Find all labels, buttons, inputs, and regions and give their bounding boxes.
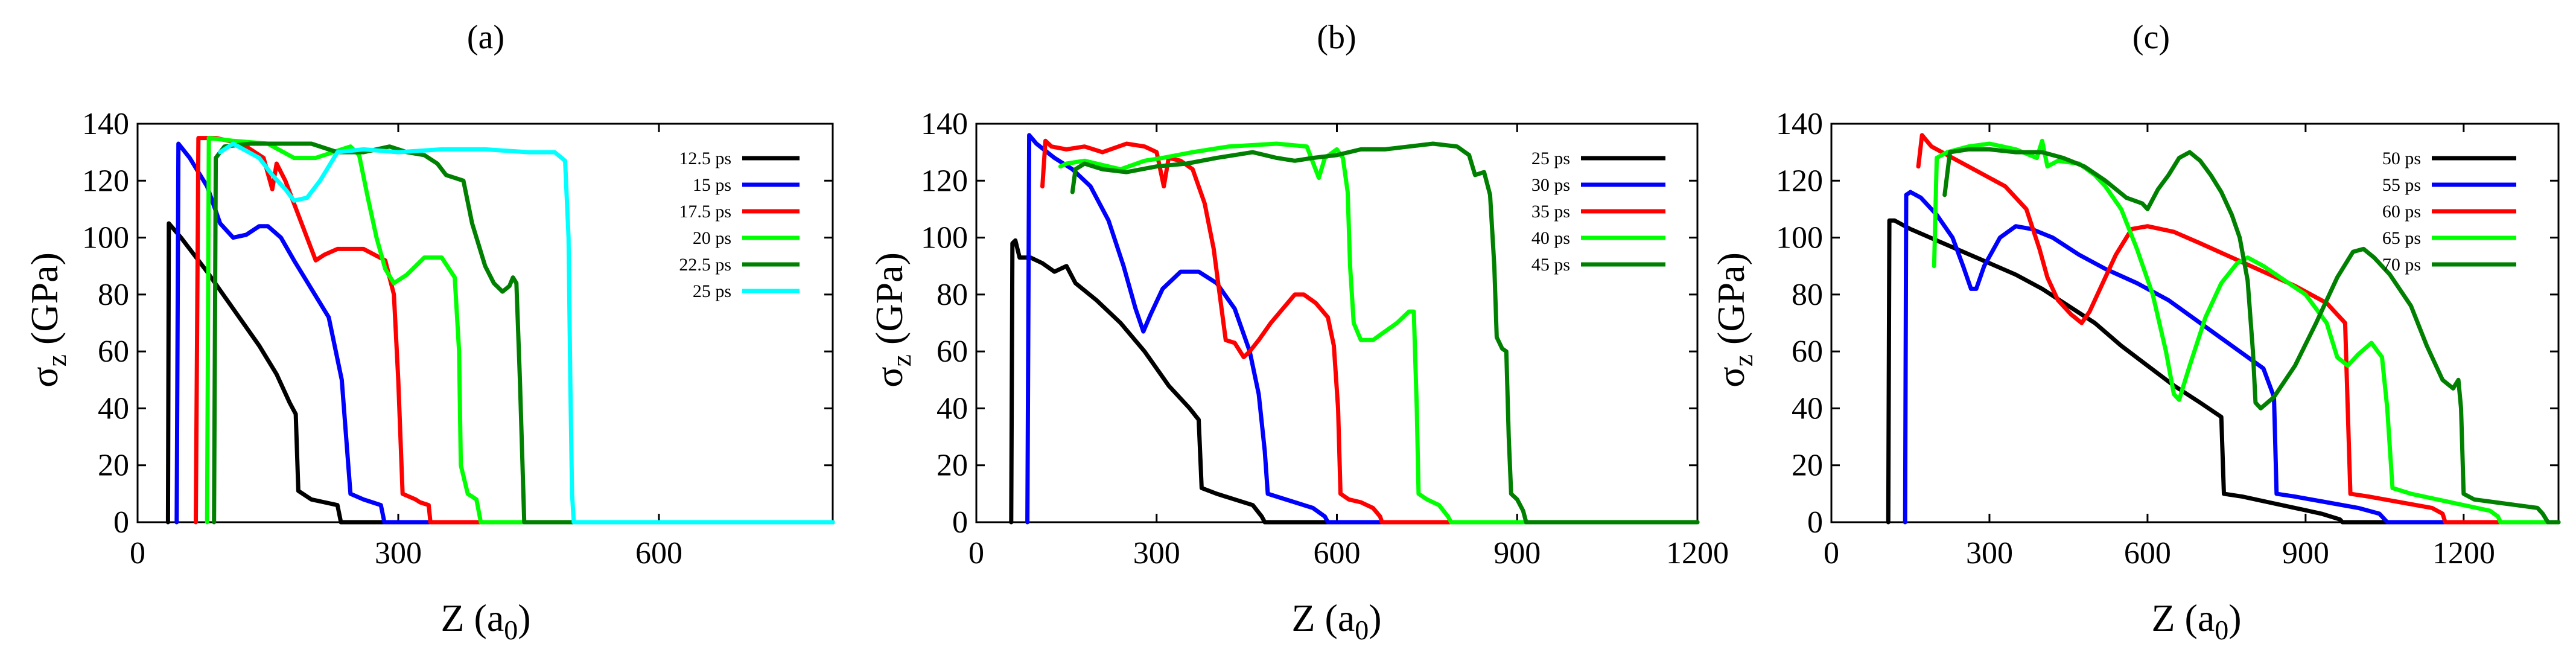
y-tick-label: 20 [1792,449,1823,483]
y-tick-label: 100 [82,221,129,255]
panel-b-ticks: 0 20 40 60 80 100 120 140 0 300 600 900 1200 [921,107,1729,570]
legend-label: 45 ps [1531,255,1570,275]
series-line-50-ps [1886,218,2561,525]
legend-label: 30 ps [1531,175,1570,195]
x-tick-label: 0 [130,536,145,570]
y-tick-label: 140 [1776,107,1823,141]
series-line-15-ps [174,141,835,525]
y-tick-label: 80 [1792,278,1823,312]
legend-label: 25 ps [1531,149,1570,168]
y-tick-label: 0 [952,505,968,540]
panel-b-xlabel: Z (a0) [1291,596,1381,645]
y-tick-label: 100 [921,221,968,255]
y-tick-label: 120 [1776,164,1823,198]
x-tick-label: 600 [1314,536,1361,570]
y-tick-label: 140 [921,107,968,141]
legend-label: 60 ps [2382,202,2421,222]
series-line-25-ps [1009,238,1700,525]
series-line-65-ps [1932,138,2561,525]
series-line-22-5-ps [212,141,835,525]
panel-b-label: (b) [1317,19,1356,56]
legend-label: 40 ps [1531,228,1570,248]
panel-c-ticks: 0 20 40 60 80 100 120 140 0 300 600 900 1200 [1776,107,2559,570]
x-tick-label: 300 [375,536,422,570]
y-tick-label: 40 [937,391,968,426]
series-line-55-ps [1903,190,2561,525]
panel-a-ticks: 0 20 40 60 80 100 120 140 0 300 600 [82,107,833,570]
series-line-45-ps [1070,141,1700,525]
legend-label: 70 ps [2382,255,2421,275]
panel-c-xlabel: Z (a0) [2151,596,2241,645]
series-line-20-ps [205,136,835,525]
y-tick-label: 100 [1776,221,1823,255]
x-tick-label: 900 [2282,536,2329,570]
panel-a-ylabel: σz (GPa) [23,252,72,388]
legend-label: 35 ps [1531,202,1570,222]
x-tick-label: 900 [1493,536,1541,570]
panel-a-legend: 12.5 ps 15 ps 17.5 ps 20 ps 22.5 ps 25 ps [679,149,800,301]
panel-a-xlabel: Z (a0) [440,596,530,645]
y-tick-label: 20 [937,449,968,483]
series-line-35-ps [1040,138,1700,525]
y-tick-label: 60 [937,334,968,369]
y-tick-label: 140 [82,107,129,141]
panel-a: (a) σz (GPa) Z (a0) 0 20 40 60 80 100 120 140 0 3… [23,19,835,645]
legend-label: 20 ps [693,228,731,248]
series-line-17-5-ps [194,136,835,525]
y-tick-label: 40 [98,391,129,426]
x-tick-label: 600 [635,536,682,570]
panel-b: (b) σz (GPa) Z (a0) 0 20 40 60 80 100 120 140 0 3… [868,19,1729,645]
legend-label: 50 ps [2382,149,2421,168]
series-line-60-ps [1916,133,2561,525]
y-tick-label: 60 [1792,334,1823,369]
legend-label: 65 ps [2382,228,2421,248]
panel-b-legend: 25 ps 30 ps 35 ps 40 ps 45 ps [1531,149,1665,275]
x-tick-label: 300 [1966,536,2013,570]
y-tick-label: 120 [921,164,968,198]
series-line-12-5-ps [165,221,835,525]
panel-c-label: (c) [2132,19,2170,56]
series-line-40-ps [1058,141,1700,525]
y-tick-label: 40 [1792,391,1823,426]
panel-c: (c) σz (GPa) Z (a0) 0 20 40 60 80 100 120 140 0 3… [1709,19,2561,645]
y-tick-label: 60 [98,334,129,369]
y-tick-label: 80 [937,278,968,312]
x-tick-label: 0 [968,536,984,570]
x-tick-label: 0 [1824,536,1839,570]
y-tick-label: 0 [113,505,129,540]
panel-a-label: (a) [467,19,504,56]
x-tick-label: 1200 [2432,536,2495,570]
legend-label: 17.5 ps [679,202,731,222]
legend-label: 15 ps [693,175,731,195]
series-line-70-ps [1942,147,2561,525]
panel-b-lines [1009,133,1700,525]
legend-label: 22.5 ps [679,255,731,275]
x-tick-label: 600 [2124,536,2171,570]
legend-label: 55 ps [2382,175,2421,195]
y-tick-label: 120 [82,164,129,198]
panel-c-legend: 50 ps 55 ps 60 ps 65 ps 70 ps [2382,149,2516,275]
x-tick-label: 1200 [1666,536,1729,570]
panel-c-frame [1830,123,2560,523]
legend-label: 12.5 ps [679,149,731,168]
panel-c-lines [1886,133,2561,525]
panel-a-lines [165,136,835,525]
series-line-25-ps [218,141,835,525]
y-tick-label: 0 [1807,505,1823,540]
panel-b-ylabel: σz (GPa) [868,252,917,388]
y-tick-label: 20 [98,449,129,483]
y-tick-label: 80 [98,278,129,312]
panel-c-ylabel: σz (GPa) [1709,252,1758,388]
legend-label: 25 ps [693,281,731,301]
x-tick-label: 300 [1133,536,1180,570]
